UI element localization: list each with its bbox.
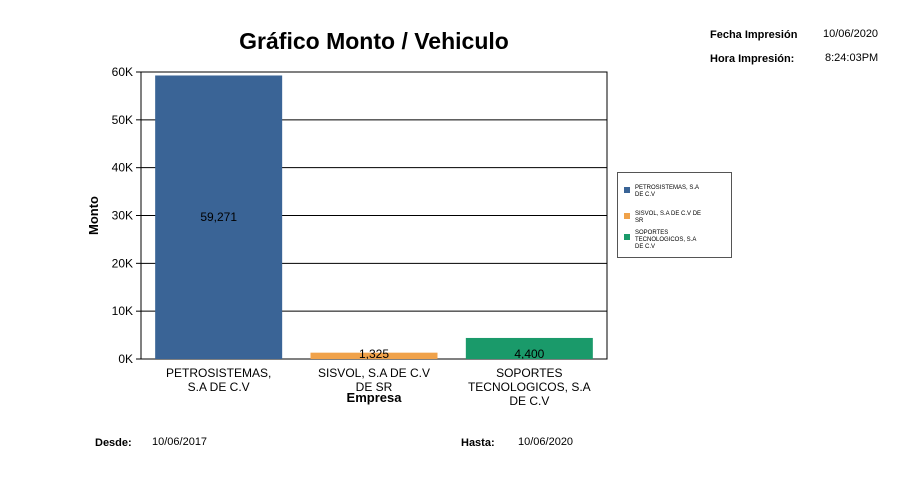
legend-label-line: DE C.V: [635, 244, 656, 250]
y-axis-title: Monto: [86, 196, 101, 235]
data-label: 4,400: [514, 347, 544, 361]
legend-swatch: [624, 213, 630, 219]
legend-label-line: SR: [635, 218, 644, 224]
fecha-impresion-label: Fecha Impresión: [710, 29, 798, 41]
legend-label: SOPORTES TECNOLOGICOS, S.A DE C.V: [635, 230, 727, 251]
data-label: 59,271: [200, 210, 237, 224]
y-tick-label: 20K: [112, 256, 133, 270]
hasta-value: 10/06/2020: [518, 436, 574, 448]
legend-swatch: [624, 234, 630, 240]
x-tick-label: DE SR: [356, 380, 393, 394]
legend-label-line: TECNOLOGICOS, S.A: [635, 237, 697, 243]
hora-impresion-value: 8:24:03PM: [825, 52, 879, 64]
legend-label-line: PETROSISTEMAS, S.A: [635, 185, 700, 191]
legend-label: PETROSISTEMAS, S.A DE C.V: [635, 185, 727, 199]
x-tick-label: DE C.V: [509, 394, 549, 408]
legend-label: SISVOL, S.A DE C.V DE SR: [635, 211, 727, 225]
x-tick-label: SISVOL, S.A DE C.V: [318, 366, 430, 380]
y-tick-label: 10K: [112, 304, 133, 318]
chart-title: Gráfico Monto / Vehiculo: [239, 28, 509, 54]
x-tick-label: TECNOLOGICOS, S.A: [468, 380, 591, 394]
legend-swatch: [624, 187, 630, 193]
desde-label: Desde:: [95, 437, 132, 449]
bar: [310, 352, 438, 359]
y-tick-label: 50K: [112, 113, 133, 127]
chart-legend: PETROSISTEMAS, S.A DE C.V SISVOL, S.A DE C…: [617, 172, 732, 258]
desde-value: 10/06/2017: [152, 436, 208, 448]
y-tick-label: 60K: [112, 65, 133, 79]
x-tick-label: PETROSISTEMAS,: [166, 366, 271, 380]
bar: [155, 75, 283, 359]
x-tick-label: SOPORTES: [496, 366, 562, 380]
x-axis-title: Empresa: [347, 390, 403, 405]
hasta-label: Hasta:: [461, 437, 495, 449]
legend-label-line: SOPORTES: [635, 230, 669, 236]
x-tick-label: S.A DE C.V: [188, 380, 250, 394]
legend-label-line: SISVOL, S.A DE C.V DE: [635, 211, 702, 217]
fecha-impresion-value: 10/06/2020: [823, 28, 879, 40]
legend-label-line: DE C.V: [635, 192, 656, 198]
data-label: 1,325: [359, 347, 389, 361]
bar: [465, 337, 593, 359]
y-tick-label: 40K: [112, 161, 133, 175]
y-tick-label: 0K: [118, 352, 133, 366]
hora-impresion-label: Hora Impresión:: [710, 53, 795, 65]
y-tick-label: 30K: [112, 209, 133, 223]
